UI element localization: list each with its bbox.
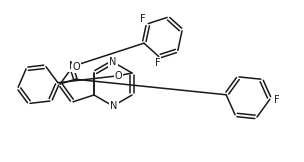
Text: F: F (154, 58, 160, 68)
Text: N: N (69, 61, 77, 71)
Text: F: F (140, 14, 146, 24)
Text: O: O (73, 62, 80, 72)
Text: O: O (115, 71, 122, 81)
Text: N: N (109, 57, 117, 67)
Text: F: F (274, 95, 280, 105)
Text: N: N (110, 101, 118, 111)
